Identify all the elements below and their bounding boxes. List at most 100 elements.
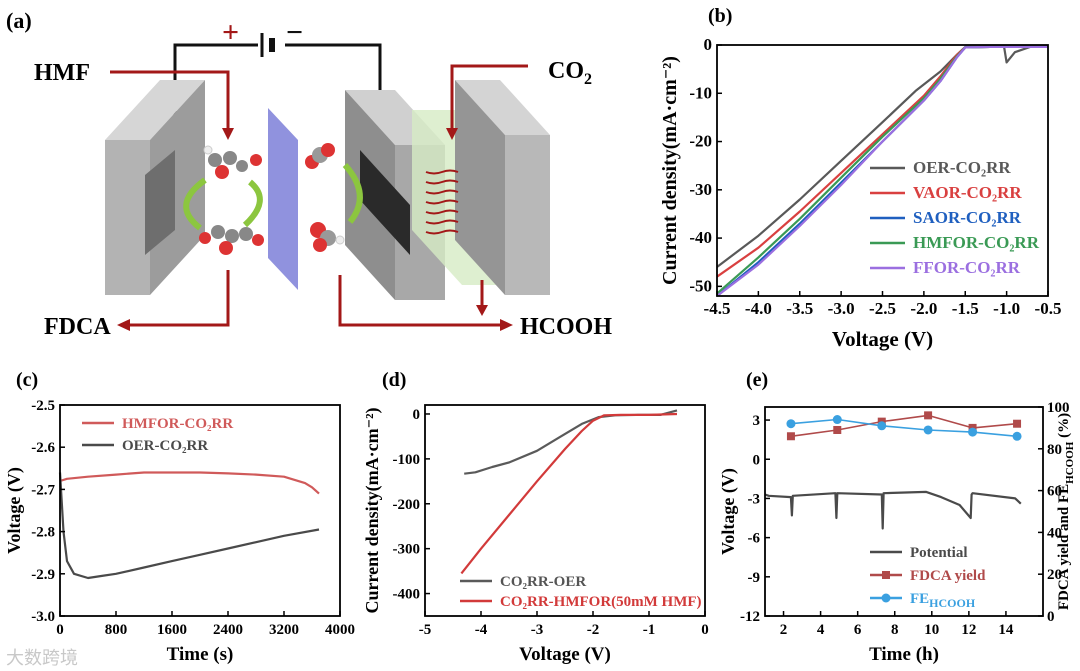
panel-c-chart: (c) 0 800 1600 2400 3200 4000 -2.5 -2.6 -2.7 -2.8 -… bbox=[4, 369, 355, 665]
x-tick-label: -3.5 bbox=[786, 299, 813, 318]
x-tick-label: -2 bbox=[587, 622, 600, 638]
y-tick-label: -10 bbox=[689, 83, 712, 102]
data-point bbox=[923, 425, 933, 435]
y-axis-title: Current density(mA·cm⁻²) bbox=[362, 407, 383, 613]
y-tick-label: -2.8 bbox=[31, 525, 55, 541]
y-tick-label: -12 bbox=[740, 609, 760, 625]
y-tick-label: 0 bbox=[753, 452, 761, 468]
flow-arrowheads bbox=[117, 128, 513, 331]
reaction-cycle-arrows bbox=[183, 162, 363, 231]
x-tick-label: 0 bbox=[701, 622, 709, 638]
watermark: 大数跨境 bbox=[6, 648, 78, 669]
x-tick-label: -1.0 bbox=[993, 299, 1020, 318]
series-line-4 bbox=[716, 45, 1048, 297]
x-tick-label: -3.0 bbox=[828, 299, 855, 318]
y-right-tick-label: 80 bbox=[1047, 442, 1062, 458]
panel-b-chart: (b) -4.5 -4.0 -3.5 -3.0 -2.5 -2.0 -1.5 -1.0 -0.5 0… bbox=[659, 5, 1061, 351]
x-tick-label: -4 bbox=[475, 622, 488, 638]
y-tick-label: 0 bbox=[704, 35, 713, 54]
back-plate bbox=[455, 80, 550, 295]
y-tick-label: -30 bbox=[689, 180, 712, 199]
legend-label: OER-CO₂RR bbox=[913, 158, 1011, 177]
co2-label: CO2 bbox=[548, 58, 592, 88]
x-tick-label: 2 bbox=[780, 622, 788, 638]
x-tick-label: 14 bbox=[998, 622, 1014, 638]
formate-molecule bbox=[310, 222, 345, 252]
x-tick-label: 0 bbox=[56, 622, 64, 638]
y-tick-label: -20 bbox=[689, 132, 712, 151]
y-tick-label: -50 bbox=[689, 276, 712, 295]
panel-label: (d) bbox=[382, 369, 406, 391]
y-axis-title: Voltage (V) bbox=[4, 467, 25, 554]
y-tick-label: -2.5 bbox=[31, 398, 55, 414]
series-line-0 bbox=[764, 490, 1022, 530]
legend-label: HMFOR-CO₂RR bbox=[122, 416, 233, 432]
x-tick-label: 4000 bbox=[325, 622, 355, 638]
data-point bbox=[924, 411, 933, 420]
panel-a-label: (a) bbox=[6, 8, 32, 33]
anode-block bbox=[105, 80, 205, 295]
panel-e-chart: (e) 2 4 6 8 10 12 14 3 0 -3 -6 -9 -12 0 20 40 60 80 100 Time… bbox=[718, 369, 1076, 665]
plot-frame bbox=[59, 404, 341, 617]
x-tick-label: -0.5 bbox=[1035, 299, 1062, 318]
panel-label: (c) bbox=[16, 369, 38, 391]
cathode-mesh bbox=[360, 150, 410, 255]
y-right-axis-title: FDCA yield and FEHCOOH (%) bbox=[1056, 413, 1076, 610]
y-tick-label: 0 bbox=[413, 407, 421, 423]
y-tick-label: -400 bbox=[393, 587, 421, 603]
x-tick-label: -4.5 bbox=[704, 299, 731, 318]
x-tick-label: 2400 bbox=[213, 622, 243, 638]
legend-marker bbox=[881, 593, 891, 603]
legend-label: FEHCOOH bbox=[910, 591, 976, 610]
data-point bbox=[877, 421, 887, 431]
y-right-tick-label: 40 bbox=[1047, 525, 1062, 541]
series-line-0 bbox=[59, 471, 320, 495]
x-tick-label: 10 bbox=[924, 622, 939, 638]
x-tick-label: -2.5 bbox=[869, 299, 896, 318]
hmf-label: HMF bbox=[34, 60, 90, 86]
data-point bbox=[786, 432, 795, 441]
x-tick-label: 3200 bbox=[269, 622, 299, 638]
data-point bbox=[968, 427, 978, 437]
legend-marker bbox=[882, 571, 890, 579]
data-point bbox=[1012, 431, 1022, 441]
plot-frame bbox=[764, 406, 1044, 617]
y-tick-label: -2.7 bbox=[31, 482, 55, 498]
legend-label: CO₂RR-HMFOR(50mM HMF) bbox=[500, 594, 702, 610]
legend-label: Potential bbox=[910, 545, 968, 561]
x-tick-label: 800 bbox=[105, 622, 128, 638]
y-tick-label: -2.6 bbox=[31, 440, 55, 456]
panel-a-schematic: (a) + − bbox=[6, 8, 612, 340]
y-tick-label: -2.9 bbox=[31, 567, 55, 583]
x-tick-label: -1.5 bbox=[952, 299, 979, 318]
x-tick-label: 4 bbox=[817, 622, 825, 638]
fdca-molecule bbox=[199, 225, 264, 255]
series-line-1 bbox=[58, 472, 320, 580]
y-right-tick-label: 0 bbox=[1047, 609, 1055, 625]
series-line-1 bbox=[460, 412, 678, 575]
y-right-tick-label: 20 bbox=[1047, 567, 1062, 583]
y-axis-title: Current density(mA·cm⁻²) bbox=[659, 56, 681, 285]
y-tick-label: -200 bbox=[393, 497, 421, 513]
x-tick-label: 12 bbox=[961, 622, 976, 638]
series-line-2 bbox=[790, 418, 1018, 438]
legend-label: CO₂RR-OER bbox=[500, 574, 586, 590]
legend-label: HMFOR-CO₂RR bbox=[913, 233, 1040, 252]
x-tick-label: -4.0 bbox=[745, 299, 772, 318]
x-tick-label: -3 bbox=[531, 622, 544, 638]
y-tick-label: -100 bbox=[393, 452, 421, 468]
y-tick-label: -300 bbox=[393, 542, 421, 558]
plot-frame bbox=[424, 404, 706, 617]
co2-diffusion-arrows bbox=[425, 169, 459, 235]
membrane bbox=[268, 108, 298, 290]
fdca-label: FDCA bbox=[44, 314, 111, 340]
panel-label: (b) bbox=[708, 5, 732, 27]
legend-label: FDCA yield bbox=[910, 568, 986, 584]
x-tick-label: 6 bbox=[854, 622, 862, 638]
series-line-1 bbox=[790, 414, 1018, 438]
y-tick-label: -3 bbox=[748, 491, 761, 507]
y-tick-label: -40 bbox=[689, 228, 712, 247]
y-axis-title: Voltage (V) bbox=[718, 468, 739, 555]
